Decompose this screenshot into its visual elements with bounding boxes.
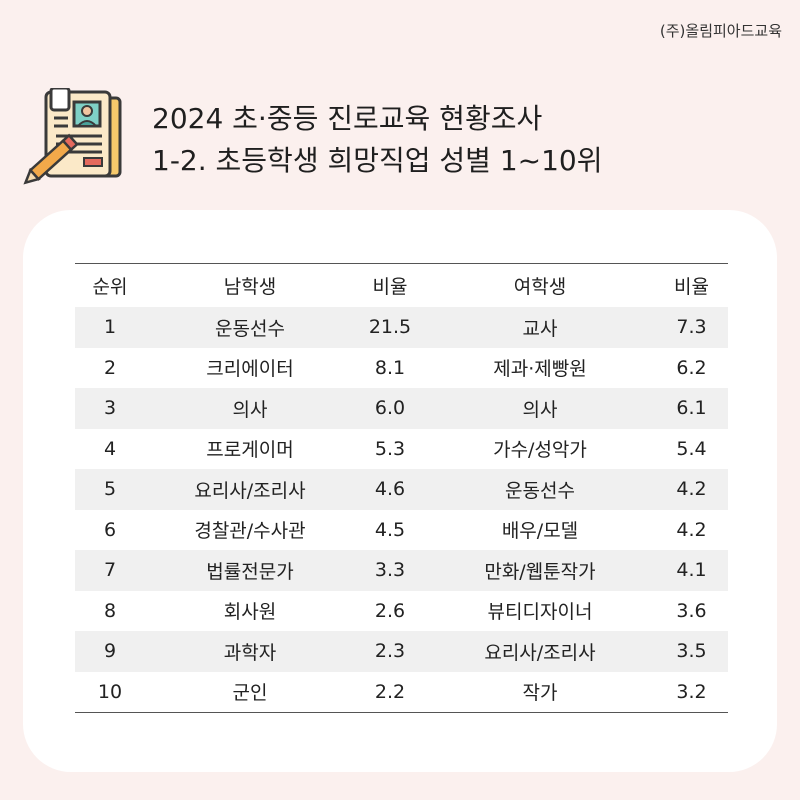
male-job-cell: 군인 — [232, 682, 268, 705]
rank-cell: 2 — [103, 356, 117, 379]
header-male: 남학생 — [223, 276, 277, 298]
male-job-cell: 회사원 — [223, 601, 277, 624]
brand-label: (주)올림피아드교육 — [659, 22, 782, 40]
rank-cell: 4 — [103, 437, 117, 460]
female-job-cell: 제과·제빵원 — [493, 358, 587, 381]
male-job-cell: 의사 — [145, 388, 355, 429]
female-job-cell: 배우/모델 — [501, 520, 579, 543]
table-row: 7 법률전문가 3.3 만화/웹툰작가 4.1 — [75, 550, 728, 591]
table-row: 1 운동선수 21.5 교사 7.3 — [75, 307, 728, 348]
rank-cell: 8 — [103, 599, 117, 622]
title-line-2: 1-2. 초등학생 희망직업 성별 1~10위 — [152, 144, 603, 177]
page-title: 2024 초·중등 진로교육 현황조사 1-2. 초등학생 희망직업 성별 1~… — [152, 98, 603, 182]
female-job-cell: 뷰티디자이너 — [487, 601, 593, 624]
female-job-cell: 작가 — [522, 682, 558, 705]
female-ratio-cell: 4.1 — [655, 550, 728, 591]
male-ratio-cell: 2.2 — [374, 680, 406, 703]
male-ratio-cell: 2.6 — [374, 599, 406, 622]
male-job-cell: 프로게이머 — [206, 439, 294, 462]
male-job-cell: 과학자 — [145, 631, 355, 672]
female-job-cell: 운동선수 — [425, 469, 655, 510]
male-job-cell: 크리에이터 — [206, 358, 294, 381]
male-job-cell: 운동선수 — [145, 307, 355, 348]
table-row: 8 회사원 2.6 뷰티디자이너 3.6 — [75, 591, 728, 632]
male-ratio-cell: 21.5 — [355, 307, 425, 348]
female-ratio-cell: 6.1 — [655, 388, 728, 429]
female-job-cell: 가수/성악가 — [493, 439, 587, 462]
table-row: 10 군인 2.2 작가 3.2 — [75, 672, 728, 713]
female-ratio-cell: 4.2 — [676, 518, 707, 541]
rank-cell: 5 — [75, 469, 145, 510]
rank-cell: 10 — [97, 680, 123, 703]
table-row: 4 프로게이머 5.3 가수/성악가 5.4 — [75, 429, 728, 470]
table-row: 3 의사 6.0 의사 6.1 — [75, 388, 728, 429]
female-ratio-cell: 5.4 — [676, 437, 707, 460]
male-job-cell: 법률전문가 — [145, 550, 355, 591]
male-ratio-cell: 2.3 — [355, 631, 425, 672]
header-male-ratio: 비율 — [372, 276, 408, 298]
male-job-cell: 요리사/조리사 — [145, 469, 355, 510]
male-ratio-cell: 8.1 — [374, 356, 406, 379]
header-female-ratio: 비율 — [674, 276, 709, 298]
female-ratio-cell: 3.5 — [655, 631, 728, 672]
female-job-cell: 만화/웹툰작가 — [425, 550, 655, 591]
female-job-cell: 의사 — [425, 388, 655, 429]
rank-cell: 9 — [75, 631, 145, 672]
male-ratio-cell: 5.3 — [374, 437, 406, 460]
rank-cell: 6 — [103, 518, 117, 541]
table-row: 9 과학자 2.3 요리사/조리사 3.5 — [75, 631, 728, 672]
table-row: 6 경찰관/수사관 4.5 배우/모델 4.2 — [75, 510, 728, 551]
rank-cell: 3 — [75, 388, 145, 429]
header-female: 여학생 — [513, 276, 567, 298]
header-rank: 순위 — [92, 276, 128, 298]
female-ratio-cell: 7.3 — [655, 307, 728, 348]
male-ratio-cell: 6.0 — [355, 388, 425, 429]
male-ratio-cell: 3.3 — [355, 550, 425, 591]
male-job-cell: 경찰관/수사관 — [194, 520, 306, 543]
female-ratio-cell: 3.6 — [676, 599, 707, 622]
male-ratio-cell: 4.5 — [374, 518, 406, 541]
clipboard-pencil-icon — [23, 88, 122, 185]
female-ratio-cell: 3.2 — [676, 680, 707, 703]
table-row: 2 크리에이터 8.1 제과·제빵원 6.2 — [75, 348, 728, 389]
female-job-cell: 요리사/조리사 — [425, 631, 655, 672]
female-job-cell: 교사 — [425, 307, 655, 348]
table-row: 5 요리사/조리사 4.6 운동선수 4.2 — [75, 469, 728, 510]
rank-cell: 7 — [75, 550, 145, 591]
career-ranking-table: 순위 남학생 비율 여학생 비율 1 운동선수 21.5 교사 7.3 2 크리… — [75, 263, 728, 713]
male-ratio-cell: 4.6 — [355, 469, 425, 510]
female-ratio-cell: 6.2 — [676, 356, 707, 379]
female-ratio-cell: 4.2 — [655, 469, 728, 510]
table-header-row: 순위 남학생 비율 여학생 비율 — [75, 264, 728, 308]
rank-cell: 1 — [75, 307, 145, 348]
title-line-1: 2024 초·중등 진로교육 현황조사 — [152, 102, 543, 135]
